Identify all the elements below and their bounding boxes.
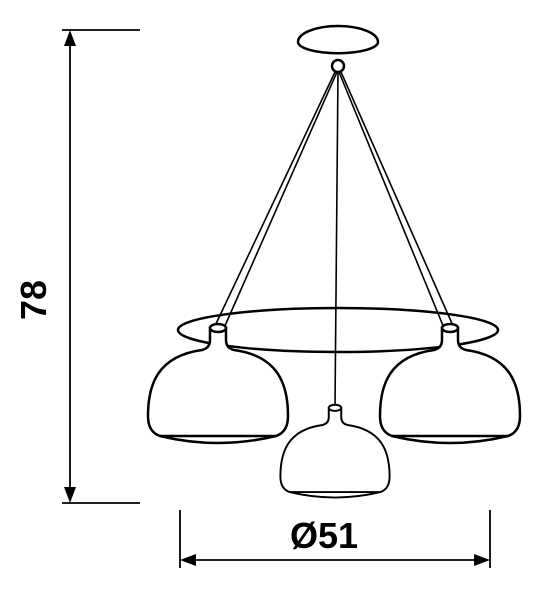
height-label: 78 [13,280,54,320]
lamp-dimension-diagram: 78 Ø51 [0,0,541,600]
lamp-drawing [148,26,520,498]
lampshade-center [280,405,389,498]
lampshade-left [148,324,288,443]
diameter-label: Ø51 [290,515,358,556]
lampshade-right [380,324,520,443]
ceiling-canopy [298,26,378,72]
diameter-dimension: Ø51 [180,510,490,568]
height-dimension: 78 [13,30,140,503]
